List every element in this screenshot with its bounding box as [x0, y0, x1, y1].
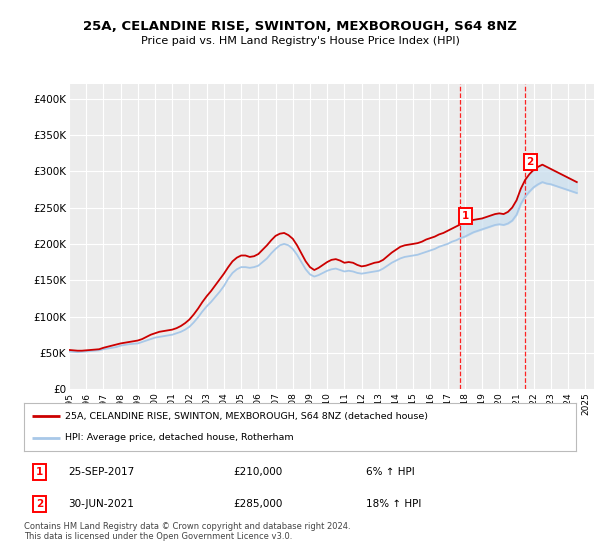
Text: 1: 1 — [462, 211, 469, 221]
Text: Contains HM Land Registry data © Crown copyright and database right 2024.
This d: Contains HM Land Registry data © Crown c… — [24, 522, 350, 542]
Text: 25-SEP-2017: 25-SEP-2017 — [68, 466, 134, 477]
Text: 6% ↑ HPI: 6% ↑ HPI — [366, 466, 415, 477]
Text: £210,000: £210,000 — [234, 466, 283, 477]
Text: 1: 1 — [36, 466, 43, 477]
Text: £285,000: £285,000 — [234, 499, 283, 509]
Text: 25A, CELANDINE RISE, SWINTON, MEXBOROUGH, S64 8NZ (detached house): 25A, CELANDINE RISE, SWINTON, MEXBOROUGH… — [65, 412, 428, 421]
Text: HPI: Average price, detached house, Rotherham: HPI: Average price, detached house, Roth… — [65, 433, 294, 442]
Text: Price paid vs. HM Land Registry's House Price Index (HPI): Price paid vs. HM Land Registry's House … — [140, 36, 460, 46]
Text: 30-JUN-2021: 30-JUN-2021 — [68, 499, 134, 509]
Text: 18% ↑ HPI: 18% ↑ HPI — [366, 499, 422, 509]
Text: 25A, CELANDINE RISE, SWINTON, MEXBOROUGH, S64 8NZ: 25A, CELANDINE RISE, SWINTON, MEXBOROUGH… — [83, 20, 517, 32]
Text: 2: 2 — [527, 157, 534, 167]
Text: 2: 2 — [36, 499, 43, 509]
